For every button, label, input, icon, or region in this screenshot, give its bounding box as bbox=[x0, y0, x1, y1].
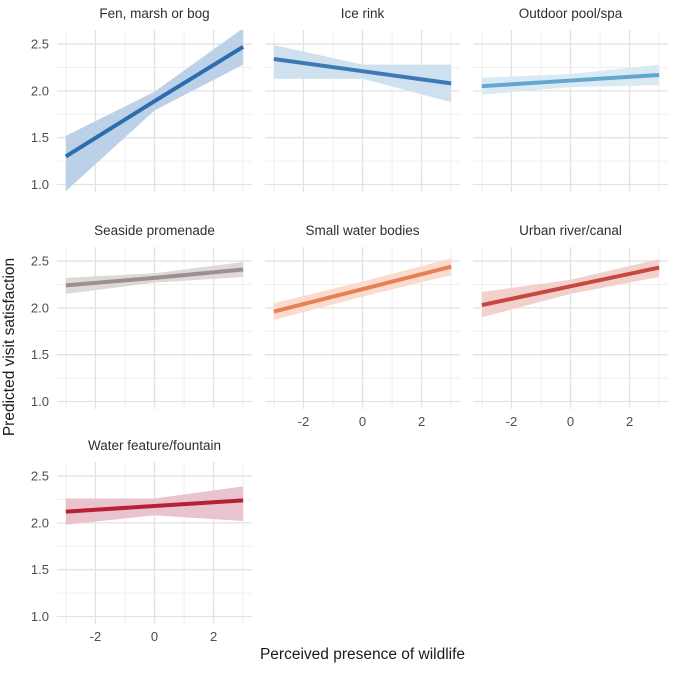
x-tick-label: 2 bbox=[418, 414, 425, 429]
facet-ice-rink: Ice rink bbox=[265, 6, 460, 192]
y-tick-label: 2.0 bbox=[31, 83, 49, 98]
facet-title: Small water bodies bbox=[305, 223, 419, 238]
facet-title: Fen, marsh or bog bbox=[99, 6, 209, 21]
x-tick-label: 0 bbox=[567, 414, 574, 429]
y-tick-label: 1.5 bbox=[31, 562, 49, 577]
x-tick-label: 0 bbox=[359, 414, 366, 429]
facet-title: Ice rink bbox=[341, 6, 385, 21]
regression-line bbox=[65, 498, 244, 514]
y-tick-label: 1.5 bbox=[31, 347, 49, 362]
regression-line bbox=[273, 57, 452, 86]
regression-line bbox=[481, 72, 660, 89]
facet-water-feature-fountain: Water feature/fountain 1.0 1.5 2.0 2.5 -2 0 2 bbox=[31, 438, 252, 644]
regression-line bbox=[481, 265, 660, 308]
y-tick-label: 2.5 bbox=[31, 254, 49, 269]
facet-title: Water feature/fountain bbox=[88, 438, 221, 453]
facet-outdoor-pool-spa: Outdoor pool/spa bbox=[473, 6, 668, 192]
facet-title: Outdoor pool/spa bbox=[519, 6, 623, 21]
regression-line bbox=[65, 267, 244, 288]
y-tick-label: 1.5 bbox=[31, 130, 49, 145]
y-tick-label: 2.5 bbox=[31, 37, 49, 52]
facet-title: Seaside promenade bbox=[94, 223, 215, 238]
y-tick-label: 2.5 bbox=[31, 469, 49, 484]
facet-urban-river-canal: Urban river/canal -2 0 2 bbox=[473, 223, 668, 429]
x-tick-label: -2 bbox=[90, 629, 102, 644]
x-axis-title: Perceived presence of wildlife bbox=[259, 646, 466, 663]
x-tick-label: 2 bbox=[626, 414, 633, 429]
x-tick-label: -2 bbox=[298, 414, 310, 429]
regression-line bbox=[273, 264, 452, 314]
y-tick-label: 2.0 bbox=[31, 515, 49, 530]
facet-title: Urban river/canal bbox=[519, 223, 622, 238]
x-tick-label: 2 bbox=[210, 629, 217, 644]
y-axis-title: Predicted visit satisfaction bbox=[1, 257, 18, 437]
y-tick-label: 1.0 bbox=[31, 609, 49, 624]
y-tick-label: 2.0 bbox=[31, 300, 49, 315]
y-tick-label: 1.0 bbox=[31, 394, 49, 409]
confidence-band bbox=[273, 44, 452, 103]
y-tick-label: 1.0 bbox=[31, 177, 49, 192]
facet-small-water-bodies: Small water bodies -2 0 2 bbox=[265, 223, 460, 429]
confidence-band bbox=[65, 30, 244, 192]
facet-fen-marsh-or-bog: Fen, marsh or bog 1.0 1.5 2.0 2.5 bbox=[31, 6, 252, 192]
facet-seaside-promenade: Seaside promenade 1.0 1.5 2.0 2.5 bbox=[31, 223, 252, 409]
x-tick-label: 0 bbox=[151, 629, 158, 644]
regression-line bbox=[64, 45, 245, 159]
x-tick-label: -2 bbox=[506, 414, 518, 429]
